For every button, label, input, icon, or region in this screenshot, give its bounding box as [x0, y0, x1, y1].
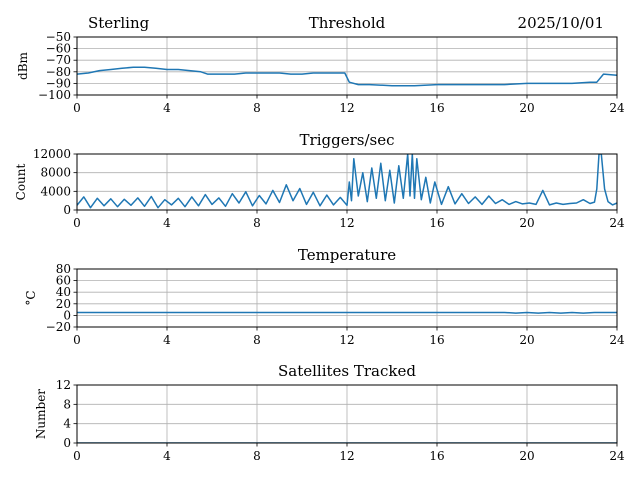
x-tick-label: 0 — [73, 101, 81, 115]
y-tick-label: −60 — [46, 42, 71, 56]
y-tick-label: −90 — [46, 76, 71, 90]
triggers-title: Triggers/sec — [300, 131, 395, 149]
y-tick-label: 4 — [63, 417, 71, 431]
triggers-ylabel: Count — [14, 163, 28, 200]
y-tick-label: 0 — [63, 308, 71, 322]
x-tick-label: 0 — [73, 449, 81, 463]
y-tick-label: −100 — [38, 88, 71, 102]
y-tick-label: 8000 — [40, 166, 71, 180]
x-tick-label: 16 — [429, 101, 444, 115]
y-tick-label: 12 — [56, 378, 71, 392]
x-tick-label: 12 — [339, 101, 354, 115]
x-tick-label: 16 — [429, 216, 444, 230]
x-tick-label: 12 — [339, 333, 354, 347]
x-tick-label: 20 — [519, 101, 534, 115]
y-tick-label: −80 — [46, 65, 71, 79]
x-tick-label: 8 — [253, 333, 261, 347]
satellites-panel: Satellites Tracked Number 0 4 8 12 16 20 24 0 4 8… — [34, 362, 625, 463]
series-line — [77, 66, 617, 87]
x-tick-label: 16 — [429, 333, 444, 347]
y-tick-label: −70 — [46, 53, 71, 67]
y-tick-label: 80 — [56, 262, 71, 276]
x-tick-label: 24 — [609, 101, 625, 115]
x-tick-label: 20 — [519, 449, 534, 463]
series-line — [77, 311, 617, 314]
satellites-title: Satellites Tracked — [278, 362, 416, 380]
y-tick-label: 12000 — [33, 147, 71, 161]
y-tick-label: 40 — [56, 285, 71, 299]
x-tick-label: 20 — [519, 216, 534, 230]
y-tick-label: 60 — [56, 274, 71, 288]
y-tick-label: −20 — [46, 320, 71, 334]
x-tick-label: 24 — [609, 449, 625, 463]
date-label: 2025/10/01 — [518, 14, 604, 32]
threshold-panel: Threshold dBm 0 4 8 12 16 20 24 −100−90−80−70−6… — [16, 14, 625, 115]
temperature-ylabel: °C — [24, 290, 38, 305]
x-tick-label: 24 — [609, 333, 625, 347]
x-tick-label: 4 — [163, 449, 171, 463]
y-tick-label: 20 — [56, 297, 71, 311]
threshold-title: Threshold — [309, 14, 386, 32]
y-tick-label: −50 — [46, 30, 71, 44]
x-tick-label: 4 — [163, 333, 171, 347]
y-tick-label: 0 — [63, 436, 71, 450]
x-tick-label: 12 — [339, 449, 354, 463]
satellites-ylabel: Number — [34, 389, 48, 439]
y-tick-label: 4000 — [40, 184, 71, 198]
x-tick-label: 8 — [253, 101, 261, 115]
x-tick-label: 24 — [609, 216, 625, 230]
y-tick-label: 0 — [63, 203, 71, 217]
x-tick-label: 0 — [73, 216, 81, 230]
series-line — [77, 154, 617, 209]
temperature-title: Temperature — [298, 246, 396, 264]
x-tick-label: 20 — [519, 333, 534, 347]
threshold-ylabel: dBm — [16, 51, 30, 80]
x-tick-label: 4 — [163, 216, 171, 230]
station-name: Sterling — [88, 14, 150, 32]
x-tick-label: 0 — [73, 333, 81, 347]
y-tick-label: 8 — [63, 397, 71, 411]
triggers-panel: Triggers/sec Count 0 4 8 12 16 20 24 0 4000 8000 1… — [14, 131, 625, 230]
x-tick-label: 4 — [163, 101, 171, 115]
x-tick-label: 12 — [339, 216, 354, 230]
x-tick-label: 16 — [429, 449, 444, 463]
x-tick-label: 8 — [253, 449, 261, 463]
x-tick-label: 8 — [253, 216, 261, 230]
